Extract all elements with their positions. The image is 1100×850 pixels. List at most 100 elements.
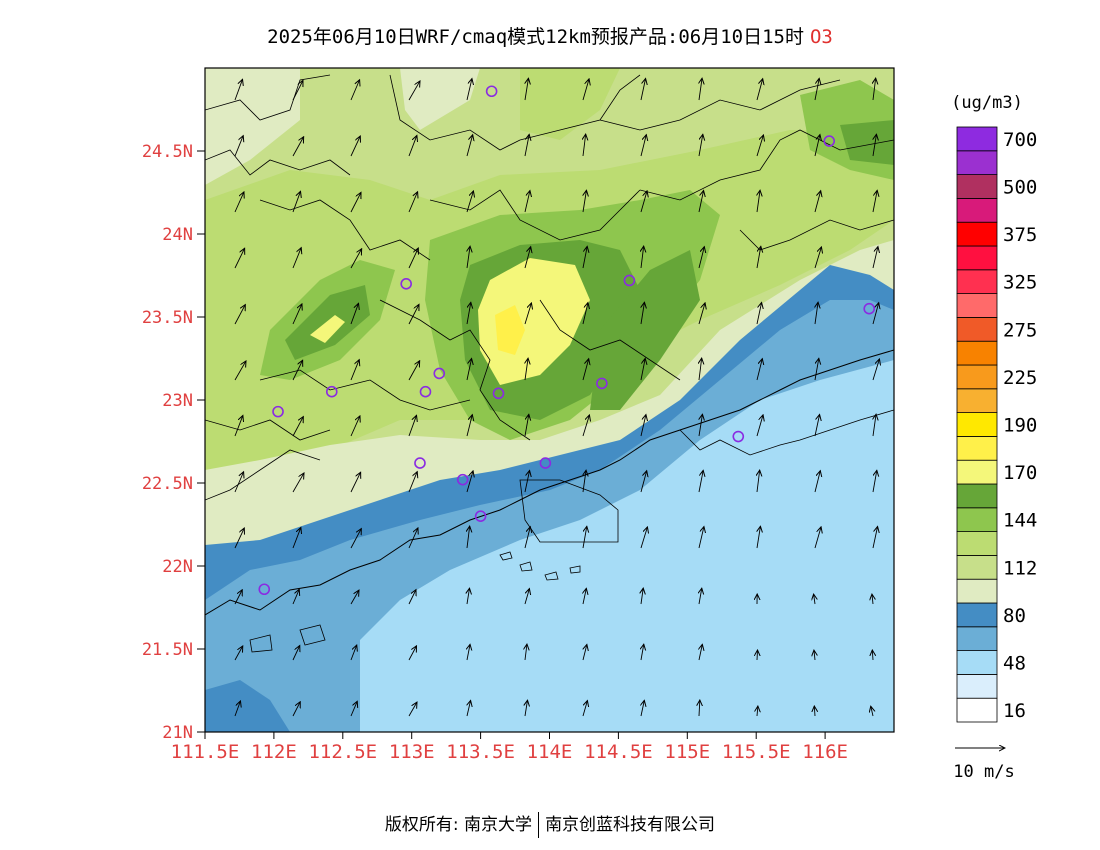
legend-color-box — [956, 269, 998, 294]
lon-tick-label: 115.5E — [722, 741, 791, 763]
wind-arrow — [583, 588, 586, 605]
wind-arrow — [292, 473, 304, 493]
wind-arrow — [699, 414, 702, 437]
wind-arrow — [408, 590, 416, 605]
wind-arrow — [466, 471, 473, 493]
field-blue-belt — [205, 265, 894, 700]
wind-arrow — [466, 79, 472, 101]
wind-arrow — [467, 700, 471, 717]
wind-arrow — [234, 361, 246, 381]
title-main: 2025年06月10日WRF/cmaq模式12km预报产品:06月10日15时 — [267, 26, 804, 48]
longitude-axis: 111.5E 112E 112.5E 113E 113.5E 114E 114.5E 115E… — [171, 732, 848, 763]
wind-arrow — [234, 192, 244, 213]
wind-arrow — [525, 700, 528, 717]
pollutant-label: O3 — [809, 26, 833, 48]
wind-arrow — [292, 702, 300, 717]
wind-arrow — [582, 246, 587, 269]
wind-arrow — [814, 527, 821, 549]
latitude-axis: 24.5N 24N 23.5N 23N 22.5N 22N 21.5N 21N — [142, 142, 205, 743]
station-marker — [485, 85, 498, 98]
wind-arrow — [699, 644, 702, 661]
wind-arrow — [873, 134, 876, 157]
wind-arrow — [350, 529, 361, 549]
wind-arrow — [814, 594, 815, 605]
field-yellow-core — [478, 258, 590, 385]
wind-arrow — [292, 527, 301, 549]
wind-arrow — [757, 190, 760, 213]
field-darkblue-sw — [205, 680, 290, 732]
wind-arrow — [873, 78, 876, 101]
wind-arrow — [524, 303, 531, 325]
wind-arrow — [292, 80, 303, 101]
station-marker — [492, 387, 505, 400]
legend-label: 225 — [1003, 367, 1037, 389]
wind-arrow — [292, 304, 302, 325]
wind-arrow — [582, 303, 588, 325]
wind-arrow — [641, 588, 643, 605]
wind-arrow — [756, 415, 763, 437]
wind-arrow — [872, 526, 878, 549]
wind-arrow — [872, 594, 873, 605]
station-marker — [325, 385, 338, 398]
wind-arrow — [583, 134, 586, 157]
wind-arrow — [234, 248, 245, 269]
lon-tick-label: 112.5E — [308, 741, 377, 763]
wind-arrow — [524, 247, 531, 269]
legend-label: 275 — [1003, 319, 1037, 341]
station-marker — [419, 385, 432, 398]
lat-tick-label: 23N — [162, 391, 193, 411]
legend-color-box — [956, 197, 998, 223]
wind-arrow — [350, 360, 359, 381]
boundary-line — [539, 299, 681, 381]
wind-arrow — [234, 472, 244, 493]
wind-arrow — [583, 190, 586, 213]
legend-color-box — [956, 150, 998, 176]
legend-color-box — [956, 221, 998, 247]
wind-arrow — [583, 644, 587, 661]
legend-color-box — [956, 245, 998, 271]
boundary-line — [739, 219, 894, 251]
wind-arrow — [756, 135, 763, 157]
estuary-outline — [519, 479, 619, 543]
wind-arrow — [872, 359, 879, 381]
wind-arrow — [814, 650, 815, 661]
legend-color-box — [956, 316, 998, 342]
lat-tick-label: 22.5N — [142, 474, 193, 494]
wind-arrow — [292, 645, 300, 661]
wind-arrow — [756, 246, 761, 269]
station-marker — [433, 367, 446, 380]
wind-arrow — [408, 248, 418, 269]
wind-arrow — [525, 358, 528, 381]
wind-arrow — [524, 414, 529, 437]
boundary-line — [259, 369, 471, 411]
wind-arrow — [234, 590, 242, 605]
wind-arrow — [640, 471, 647, 493]
lon-tick-label: 113E — [389, 741, 435, 763]
wind-arrow — [699, 358, 702, 381]
legend-label: 144 — [1003, 510, 1037, 532]
boundary-line — [205, 149, 351, 176]
lon-tick-label: 114E — [527, 741, 573, 763]
field-darkgreen-ne — [840, 120, 894, 165]
boundary-line — [599, 79, 841, 131]
field-pale-nw — [205, 68, 300, 185]
legend-color-box — [956, 578, 998, 604]
legend-color-box — [956, 340, 998, 366]
wind-arrow — [698, 470, 703, 493]
station-marker — [400, 277, 412, 290]
copyright-left: 版权所有: 南京大学 — [384, 815, 533, 835]
wind-arrow — [292, 248, 301, 269]
wind-arrow — [871, 706, 873, 717]
wind-arrow — [234, 305, 245, 325]
wind-arrow — [525, 78, 528, 101]
lat-tick-label: 21.5N — [142, 640, 193, 660]
legend-unit: (ug/m3) — [951, 93, 1023, 113]
wind-arrow — [408, 135, 417, 157]
legend-label: 80 — [1003, 605, 1026, 627]
legend-color-box — [956, 388, 998, 413]
station-marker — [623, 274, 636, 287]
wind-arrow — [524, 191, 530, 213]
wind-arrow — [466, 415, 472, 437]
field-midgreen-n — [520, 68, 620, 140]
field-peak — [495, 305, 525, 355]
